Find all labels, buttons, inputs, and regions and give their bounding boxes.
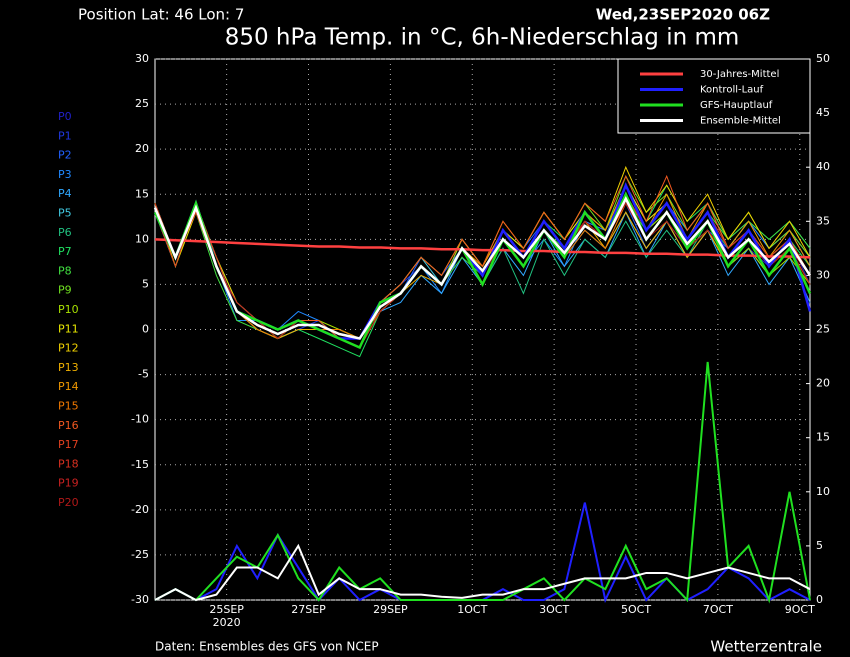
member-label: P11 bbox=[58, 322, 79, 335]
y2-tick-label: 45 bbox=[816, 106, 830, 119]
member-label: P19 bbox=[58, 477, 79, 490]
x-tick-label: 7OCT bbox=[703, 603, 733, 616]
member-label: P16 bbox=[58, 419, 79, 432]
header-right: Wed,23SEP2020 06Z bbox=[596, 6, 770, 24]
precip-line bbox=[154, 543, 811, 602]
y-tick-label: -20 bbox=[131, 503, 149, 516]
member-label: P4 bbox=[58, 187, 72, 200]
y2-tick-label: 40 bbox=[816, 160, 830, 173]
legend-label: GFS-Hauptlauf bbox=[700, 100, 773, 111]
series-line bbox=[154, 238, 811, 259]
member-line bbox=[154, 184, 811, 340]
member-label: P3 bbox=[58, 168, 72, 181]
y2-tick-label: 30 bbox=[816, 268, 830, 281]
y-tick-label: -15 bbox=[131, 458, 149, 471]
legend-label: 30-Jahres-Mittel bbox=[700, 69, 779, 80]
y-tick-label: -30 bbox=[131, 593, 149, 606]
legend-label: Ensemble-Mittel bbox=[700, 116, 781, 127]
precip-line bbox=[154, 361, 811, 604]
y2-tick-label: 10 bbox=[816, 485, 830, 498]
y-tick-label: 5 bbox=[142, 277, 149, 290]
plot-frame bbox=[154, 58, 811, 601]
brand: Wetterzentrale bbox=[710, 638, 822, 656]
y-tick-label: 20 bbox=[135, 142, 149, 155]
member-label: P10 bbox=[58, 303, 79, 316]
y2-tick-label: 5 bbox=[816, 539, 823, 552]
y-tick-label: -25 bbox=[131, 548, 149, 561]
member-label: P2 bbox=[58, 149, 72, 162]
x-tick-label: 25SEP bbox=[209, 603, 244, 616]
y2-tick-label: 35 bbox=[816, 214, 830, 227]
header-left: Position Lat: 46 Lon: 7 bbox=[78, 6, 244, 24]
y-tick-label: 25 bbox=[135, 97, 149, 110]
x-sublabel: 2020 bbox=[213, 616, 241, 629]
y2-tick-label: 50 bbox=[816, 52, 830, 65]
member-label: P0 bbox=[58, 110, 72, 123]
y2-tick-label: 20 bbox=[816, 377, 830, 390]
member-label: P20 bbox=[58, 496, 79, 509]
member-label: P7 bbox=[58, 245, 72, 258]
x-tick-label: 29SEP bbox=[373, 603, 408, 616]
x-tick-label: 3OCT bbox=[539, 603, 569, 616]
legend-label: Kontroll-Lauf bbox=[700, 85, 764, 96]
x-tick-label: 9OCT bbox=[785, 603, 815, 616]
y-tick-label: 10 bbox=[135, 232, 149, 245]
member-label: P9 bbox=[58, 284, 72, 297]
y-tick-label: -10 bbox=[131, 413, 149, 426]
member-label: P1 bbox=[58, 129, 72, 142]
member-label: P6 bbox=[58, 226, 72, 239]
y2-tick-label: 0 bbox=[816, 593, 823, 606]
x-tick-label: 1OCT bbox=[457, 603, 487, 616]
x-tick-label: 27SEP bbox=[291, 603, 326, 616]
member-label: P17 bbox=[58, 438, 79, 451]
x-tick-label: 5OCT bbox=[621, 603, 651, 616]
member-label: P18 bbox=[58, 457, 79, 470]
y-tick-label: 15 bbox=[135, 187, 149, 200]
y2-tick-label: 15 bbox=[816, 431, 830, 444]
member-label: P13 bbox=[58, 361, 79, 374]
member-label: P5 bbox=[58, 207, 72, 220]
precip-line bbox=[154, 502, 811, 604]
chart-title: 850 hPa Temp. in °C, 6h-Niederschlag in … bbox=[225, 25, 740, 51]
series-line bbox=[153, 195, 812, 340]
member-label: P8 bbox=[58, 264, 72, 277]
y2-tick-label: 25 bbox=[816, 323, 830, 336]
y-tick-label: 30 bbox=[135, 52, 149, 65]
member-label: P14 bbox=[58, 380, 79, 393]
source: Daten: Ensembles des GFS von NCEP bbox=[155, 640, 379, 654]
series-line bbox=[153, 181, 812, 340]
member-label: P15 bbox=[58, 400, 79, 413]
y-tick-label: -5 bbox=[138, 368, 149, 381]
member-label: P12 bbox=[58, 342, 79, 355]
y-tick-label: 0 bbox=[142, 323, 149, 336]
